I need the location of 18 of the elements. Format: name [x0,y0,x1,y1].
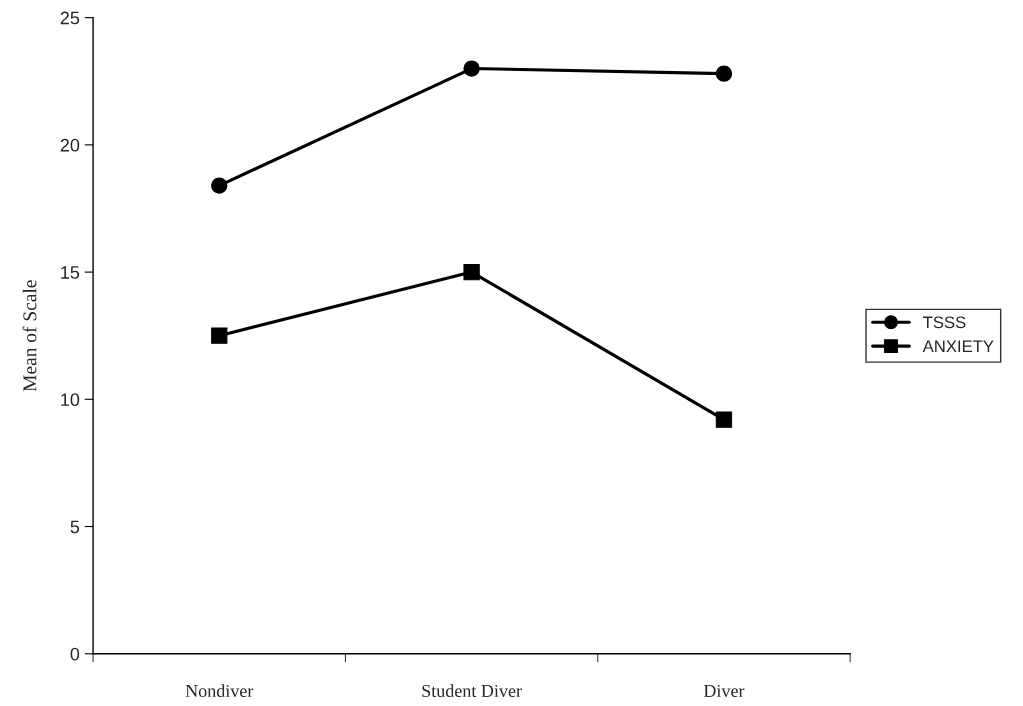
y-tick-label: 5 [70,520,80,534]
x-tick-label: Student Diver [422,684,522,698]
x-tick-label: Diver [703,684,745,698]
point [463,60,480,77]
point [715,411,733,428]
legend-label: TSSS [923,316,966,329]
y-tick-label: 15 [61,266,80,279]
point [715,65,733,82]
y-tick-label: 0 [70,647,80,661]
legend-label: ANXIETY [922,340,994,352]
point [211,177,228,194]
x-tick-label: Nondiver [185,684,254,698]
y-axis-title: Mean of Scale [22,280,37,392]
point [211,327,228,344]
point [463,263,480,281]
y-tick-label: 25 [60,11,80,25]
y-tick-label: 10 [61,393,80,407]
y-tick-label: 20 [60,138,80,152]
